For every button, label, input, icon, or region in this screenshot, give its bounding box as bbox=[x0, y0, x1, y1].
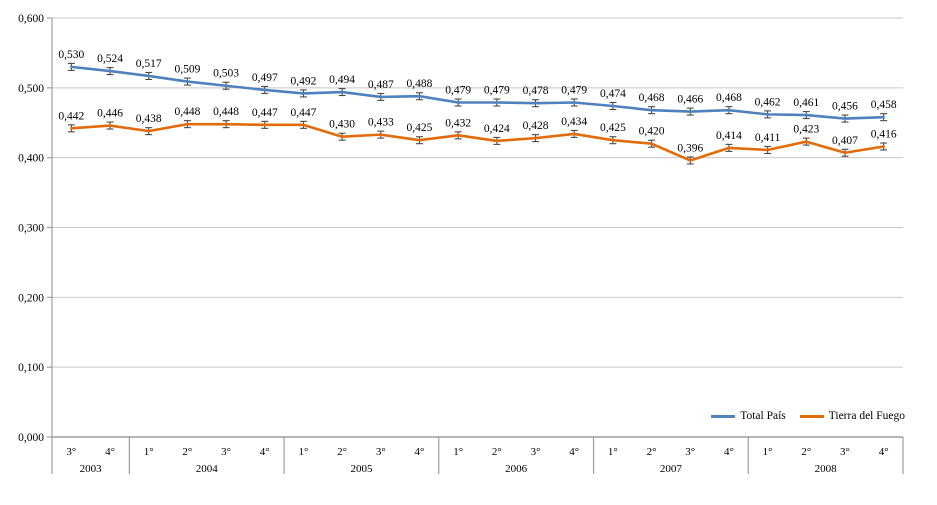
data-label-tierra-del-fuego: 0,442 bbox=[58, 110, 84, 122]
data-label-total-pais: 0,466 bbox=[677, 94, 703, 106]
data-label-total-pais: 0,479 bbox=[445, 84, 471, 96]
data-label-tierra-del-fuego: 0,425 bbox=[407, 122, 433, 134]
data-label-total-pais: 0,458 bbox=[871, 99, 897, 111]
data-label-tierra-del-fuego: 0,407 bbox=[832, 135, 858, 147]
data-label-tierra-del-fuego: 0,430 bbox=[329, 119, 355, 131]
x-quarter-label: 2° bbox=[647, 446, 657, 458]
data-label-tierra-del-fuego: 0,428 bbox=[523, 120, 549, 132]
data-label-tierra-del-fuego: 0,447 bbox=[290, 107, 316, 119]
data-label-tierra-del-fuego: 0,425 bbox=[600, 122, 626, 134]
data-label-tierra-del-fuego: 0,446 bbox=[97, 108, 123, 120]
legend-label-tierra-del-fuego: Tierra del Fuego bbox=[828, 410, 905, 422]
data-label-tierra-del-fuego: 0,424 bbox=[484, 123, 510, 135]
x-quarter-label: 3° bbox=[221, 446, 231, 458]
x-year-label: 2006 bbox=[505, 463, 528, 475]
y-axis-label: 0,200 bbox=[18, 292, 44, 304]
x-quarter-label: 2° bbox=[801, 446, 811, 458]
data-label-total-pais: 0,468 bbox=[639, 92, 665, 104]
data-label-tierra-del-fuego: 0,420 bbox=[639, 126, 665, 138]
data-label-total-pais: 0,488 bbox=[407, 78, 433, 90]
data-label-total-pais: 0,497 bbox=[252, 72, 278, 84]
x-quarter-label: 4° bbox=[569, 446, 579, 458]
x-quarter-label: 2° bbox=[182, 446, 192, 458]
data-label-tierra-del-fuego: 0,396 bbox=[677, 142, 703, 154]
x-quarter-label: 2° bbox=[492, 446, 502, 458]
y-axis-label: 0,400 bbox=[18, 153, 44, 165]
x-year-label: 2004 bbox=[196, 463, 219, 475]
x-quarter-label: 1° bbox=[763, 446, 773, 458]
x-quarter-label: 4° bbox=[105, 446, 115, 458]
data-label-total-pais: 0,492 bbox=[290, 75, 316, 87]
data-label-total-pais: 0,503 bbox=[213, 68, 239, 80]
x-year-label: 2003 bbox=[80, 463, 103, 475]
data-label-tierra-del-fuego: 0,447 bbox=[252, 107, 278, 119]
x-quarter-label: 3° bbox=[66, 446, 76, 458]
data-label-total-pais: 0,478 bbox=[523, 85, 549, 97]
y-axis-label: 0,300 bbox=[18, 223, 44, 235]
data-label-tierra-del-fuego: 0,411 bbox=[755, 132, 781, 144]
x-quarter-label: 1° bbox=[298, 446, 308, 458]
data-label-tierra-del-fuego: 0,448 bbox=[213, 106, 239, 118]
data-label-tierra-del-fuego: 0,433 bbox=[368, 117, 394, 129]
series-line-total-pais bbox=[70, 65, 885, 120]
data-label-total-pais: 0,461 bbox=[793, 97, 819, 109]
x-year-label: 2007 bbox=[660, 463, 683, 475]
x-year-label: 2005 bbox=[350, 463, 373, 475]
data-label-tierra-del-fuego: 0,438 bbox=[136, 113, 162, 125]
data-label-tierra-del-fuego: 0,414 bbox=[716, 130, 742, 142]
data-label-tierra-del-fuego: 0,416 bbox=[871, 128, 897, 140]
x-quarter-label: 3° bbox=[376, 446, 386, 458]
x-quarter-label: 4° bbox=[879, 446, 889, 458]
data-label-total-pais: 0,517 bbox=[136, 58, 162, 70]
data-label-total-pais: 0,530 bbox=[58, 49, 84, 61]
data-label-total-pais: 0,456 bbox=[832, 101, 858, 113]
data-label-tierra-del-fuego: 0,448 bbox=[174, 106, 200, 118]
data-label-total-pais: 0,494 bbox=[329, 74, 355, 86]
data-label-tierra-del-fuego: 0,423 bbox=[793, 124, 819, 136]
x-quarter-label: 3° bbox=[685, 446, 695, 458]
data-label-total-pais: 0,479 bbox=[484, 84, 510, 96]
x-quarter-label: 1° bbox=[608, 446, 618, 458]
legend-item-total-pais: Total País bbox=[711, 410, 786, 422]
data-label-total-pais: 0,479 bbox=[561, 84, 587, 96]
y-axis-label: 0,500 bbox=[18, 83, 44, 95]
data-label-tierra-del-fuego: 0,432 bbox=[445, 117, 471, 129]
chart-legend: Total País Tierra del Fuego bbox=[711, 410, 905, 422]
x-quarter-label: 3° bbox=[840, 446, 850, 458]
y-axis-label: 0,100 bbox=[18, 362, 44, 374]
x-year-label: 2008 bbox=[815, 463, 838, 475]
x-quarter-label: 4° bbox=[260, 446, 270, 458]
data-label-total-pais: 0,468 bbox=[716, 92, 742, 104]
legend-item-tierra-del-fuego: Tierra del Fuego bbox=[799, 410, 905, 422]
series-line-tierra-del-fuego bbox=[70, 122, 885, 162]
x-quarter-label: 1° bbox=[144, 446, 154, 458]
data-label-total-pais: 0,509 bbox=[174, 64, 200, 76]
y-axis-label: 0,000 bbox=[18, 432, 44, 444]
data-label-total-pais: 0,487 bbox=[368, 79, 394, 91]
data-label-total-pais: 0,462 bbox=[755, 96, 781, 108]
x-quarter-label: 2° bbox=[337, 446, 347, 458]
legend-label-total-pais: Total País bbox=[740, 410, 786, 422]
data-label-total-pais: 0,524 bbox=[97, 53, 123, 65]
legend-line-tierra-del-fuego bbox=[799, 414, 824, 418]
y-axis-label: 0,600 bbox=[18, 13, 44, 25]
data-label-tierra-del-fuego: 0,434 bbox=[561, 116, 587, 128]
x-quarter-label: 4° bbox=[415, 446, 425, 458]
x-quarter-label: 4° bbox=[724, 446, 734, 458]
x-quarter-label: 3° bbox=[531, 446, 541, 458]
legend-line-total-pais bbox=[711, 414, 736, 418]
data-label-total-pais: 0,474 bbox=[600, 88, 626, 100]
x-quarter-label: 1° bbox=[453, 446, 463, 458]
